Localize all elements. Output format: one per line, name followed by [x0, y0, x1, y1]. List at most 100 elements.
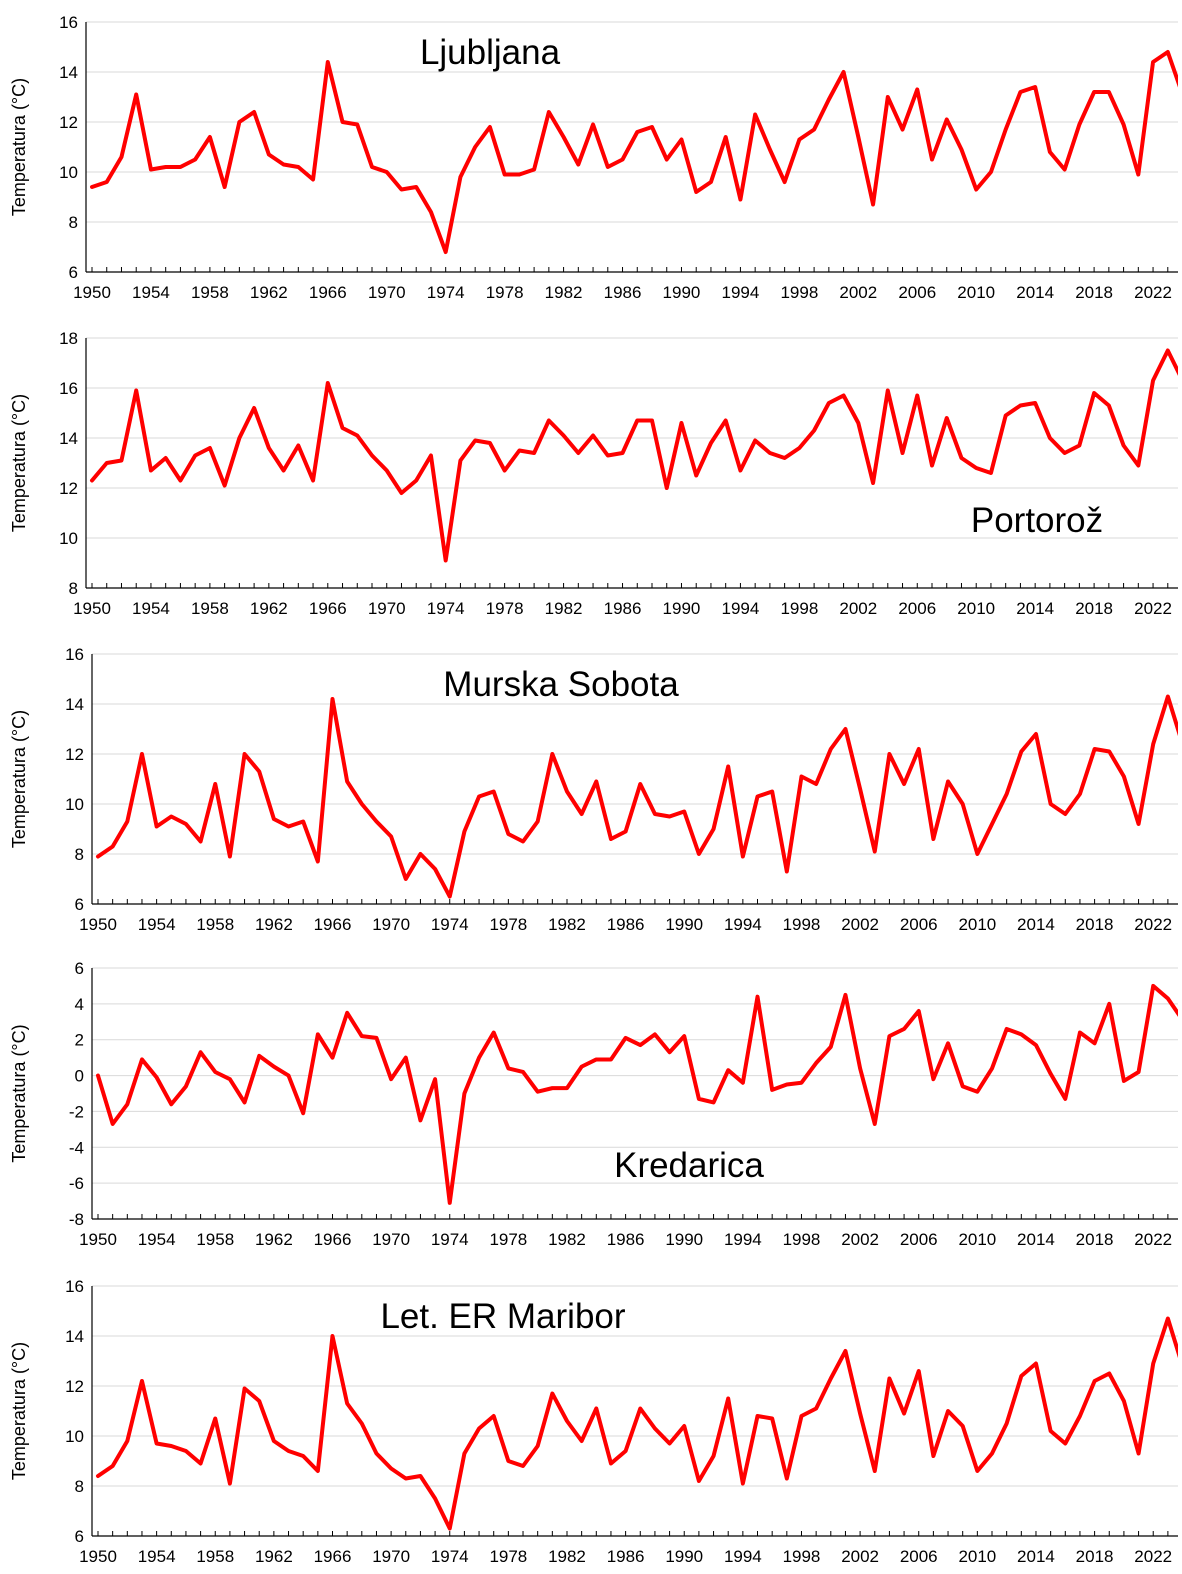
x-tick-label: 1998 — [783, 1230, 821, 1249]
x-tick-label: 1994 — [722, 283, 760, 302]
chart-4: -8 -6 -4 -2 0 2 4 6 1950 1954 1958 1962 1966 1970 1974… — [9, 959, 1178, 1249]
station-title: Let. ER Maribor — [380, 1297, 625, 1336]
x-tick-label: 1966 — [309, 599, 347, 618]
x-tick-label: 1978 — [489, 1230, 527, 1249]
x-tick-label: 1954 — [138, 1547, 176, 1566]
y-tick-label: 8 — [69, 579, 78, 598]
x-tick-label: 2006 — [898, 599, 936, 618]
y-tick-label: 16 — [59, 13, 78, 32]
x-tick-label: 1994 — [724, 1230, 762, 1249]
x-tick-label: 2022 — [1134, 1547, 1172, 1566]
station-title: Kredarica — [614, 1146, 764, 1185]
y-tick-label: -2 — [69, 1102, 84, 1121]
x-tick-label: 1954 — [138, 915, 176, 934]
x-tick-label: 1974 — [431, 1230, 469, 1249]
x-tick-label: 2018 — [1075, 283, 1113, 302]
x-tick-label: 1970 — [368, 283, 406, 302]
x-tick-label: 1970 — [372, 915, 410, 934]
y-tick-label: 8 — [69, 213, 78, 232]
x-tick-label: 1990 — [663, 599, 701, 618]
x-tick-label: 2002 — [841, 1547, 879, 1566]
station-title: Murska Sobota — [443, 665, 679, 704]
x-tick-label: 1970 — [372, 1230, 410, 1249]
station-title: Portorož — [971, 501, 1103, 540]
x-tick-label: 1978 — [489, 1547, 527, 1566]
x-tick-label: 1970 — [372, 1547, 410, 1566]
x-tick-label: 1986 — [607, 915, 645, 934]
x-tick-label: 1982 — [545, 599, 583, 618]
x-tick-label: 1958 — [196, 915, 234, 934]
x-tick-label: 1962 — [255, 1547, 293, 1566]
x-tick-label: 2010 — [958, 1547, 996, 1566]
y-tick-label: -8 — [69, 1210, 84, 1229]
x-tick-label: 2022 — [1134, 599, 1172, 618]
y-tick-label: 8 — [75, 1477, 84, 1496]
x-tick-label: 1978 — [486, 283, 524, 302]
x-tick-label: 1962 — [250, 599, 288, 618]
chart-5: 6 8 10 12 14 16 1950 1954 1958 1962 1966 1970 1974 19… — [9, 1277, 1178, 1566]
x-tick-label: 1962 — [255, 1230, 293, 1249]
x-tick-label: 1990 — [665, 1547, 703, 1566]
x-tick-label: 1998 — [783, 915, 821, 934]
y-tick-label: 6 — [69, 263, 78, 282]
y-axis-label: Temperatura (°C) — [9, 1342, 29, 1480]
x-tick-label: 2002 — [839, 283, 877, 302]
x-tick-label: 2018 — [1076, 915, 1114, 934]
x-tick-label: 1994 — [722, 599, 760, 618]
x-tick-label: 2022 — [1134, 283, 1172, 302]
y-tick-label: 12 — [65, 1377, 84, 1396]
x-tick-label: 1950 — [73, 283, 111, 302]
x-tick-label: 1990 — [665, 915, 703, 934]
y-tick-label: 14 — [65, 695, 84, 714]
y-tick-label: 14 — [65, 1327, 84, 1346]
station-title: Ljubljana — [420, 33, 561, 72]
x-tick-label: 1994 — [724, 1547, 762, 1566]
chart-1: 6 8 10 12 14 16 1950 1954 1958 1962 1966 1970 1974 19… — [9, 13, 1178, 302]
y-tick-label: 12 — [65, 745, 84, 764]
x-tick-label: 1978 — [486, 599, 524, 618]
y-tick-label: 6 — [75, 895, 84, 914]
x-tick-label: 2018 — [1076, 1547, 1114, 1566]
series-line — [96, 983, 1178, 1205]
x-tick-label: 1966 — [314, 915, 352, 934]
x-tick-label: 1958 — [196, 1547, 234, 1566]
x-tick-label: 1998 — [780, 283, 818, 302]
x-tick-label: 1958 — [196, 1230, 234, 1249]
x-tick-label: 1994 — [724, 915, 762, 934]
chart-2: 8 10 12 14 16 18 1950 1954 1958 1962 1966 1970 1974 1… — [9, 329, 1178, 618]
y-tick-label: 16 — [65, 645, 84, 664]
y-tick-label: 6 — [75, 959, 84, 978]
x-tick-label: 2018 — [1075, 599, 1113, 618]
y-axis-label: Temperatura (°C) — [9, 394, 29, 532]
x-tick-label: 1954 — [138, 1230, 176, 1249]
x-tick-label: 1990 — [665, 1230, 703, 1249]
y-tick-label: 10 — [65, 1427, 84, 1446]
x-tick-label: 1982 — [548, 1547, 586, 1566]
y-tick-label: 16 — [59, 379, 78, 398]
x-tick-label: 1954 — [132, 283, 170, 302]
x-tick-label: 1966 — [314, 1547, 352, 1566]
y-tick-label: 10 — [65, 795, 84, 814]
y-tick-label: 0 — [75, 1067, 84, 1086]
x-tick-label: 2022 — [1134, 1230, 1172, 1249]
x-tick-label: 2022 — [1134, 915, 1172, 934]
y-tick-label: 4 — [75, 995, 84, 1014]
x-tick-label: 1958 — [191, 283, 229, 302]
series-line — [96, 694, 1178, 899]
y-axis-label: Temperatura (°C) — [9, 1024, 29, 1162]
x-tick-label: 1950 — [73, 599, 111, 618]
x-tick-label: 2010 — [958, 1230, 996, 1249]
x-tick-label: 1950 — [79, 1547, 117, 1566]
series-line — [90, 50, 1178, 254]
x-tick-label: 1974 — [427, 599, 465, 618]
x-tick-label: 1970 — [368, 599, 406, 618]
y-tick-label: 2 — [75, 1031, 84, 1050]
y-tick-label: 10 — [59, 163, 78, 182]
x-tick-label: 1982 — [545, 283, 583, 302]
x-tick-label: 1982 — [548, 915, 586, 934]
x-tick-label: 2018 — [1076, 1230, 1114, 1249]
x-tick-label: 1950 — [79, 915, 117, 934]
y-tick-label: 16 — [65, 1277, 84, 1296]
x-tick-label: 1986 — [604, 283, 642, 302]
x-tick-label: 1998 — [780, 599, 818, 618]
